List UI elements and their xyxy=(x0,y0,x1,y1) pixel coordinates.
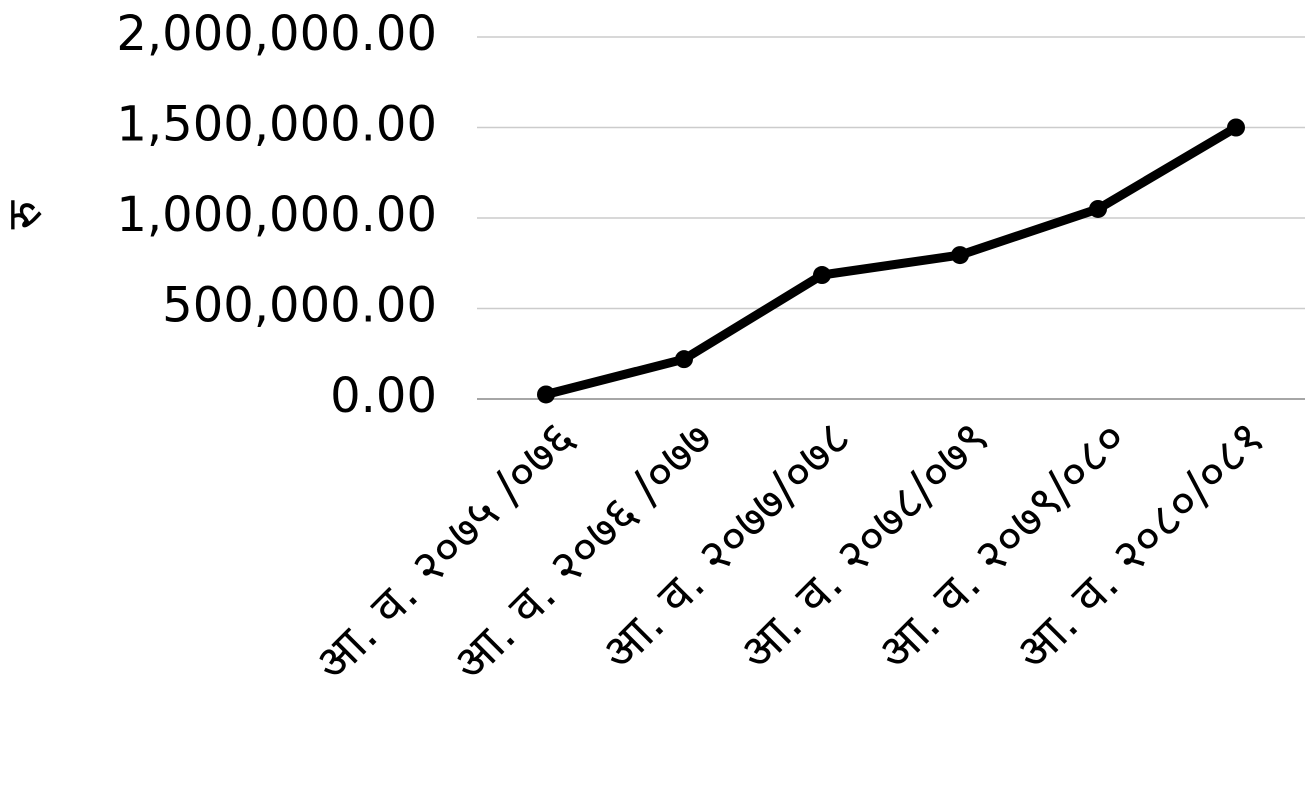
line xyxy=(544,123,1239,399)
point xyxy=(813,266,831,285)
x-tick-label: आ. व. २०७८/०७९ xyxy=(728,410,999,681)
point xyxy=(1227,118,1245,137)
point xyxy=(537,385,555,404)
y-axis-label: रु xyxy=(0,199,53,229)
point xyxy=(951,246,969,265)
y-tick-label: 1,500,000.00 xyxy=(116,97,437,153)
x-tick-label: आ. व. २०७७/०७८ xyxy=(590,410,861,681)
y-tick-label: 0.00 xyxy=(330,368,437,424)
x-tick-label: आ. व. २०८०/०८१ xyxy=(1004,410,1275,681)
y-tick-label: 500,000.00 xyxy=(162,278,437,334)
y-tick-label: 2,000,000.00 xyxy=(116,6,437,62)
point xyxy=(1089,199,1107,218)
point xyxy=(675,350,693,369)
x-tick-label: आ. व. २०७९/०८० xyxy=(866,410,1137,681)
y-tick-label: 1,000,000.00 xyxy=(116,187,437,243)
